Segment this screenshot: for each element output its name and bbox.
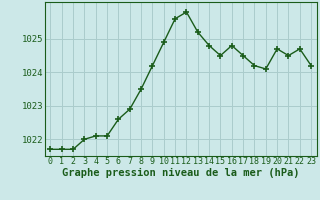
X-axis label: Graphe pression niveau de la mer (hPa): Graphe pression niveau de la mer (hPa) — [62, 168, 300, 178]
